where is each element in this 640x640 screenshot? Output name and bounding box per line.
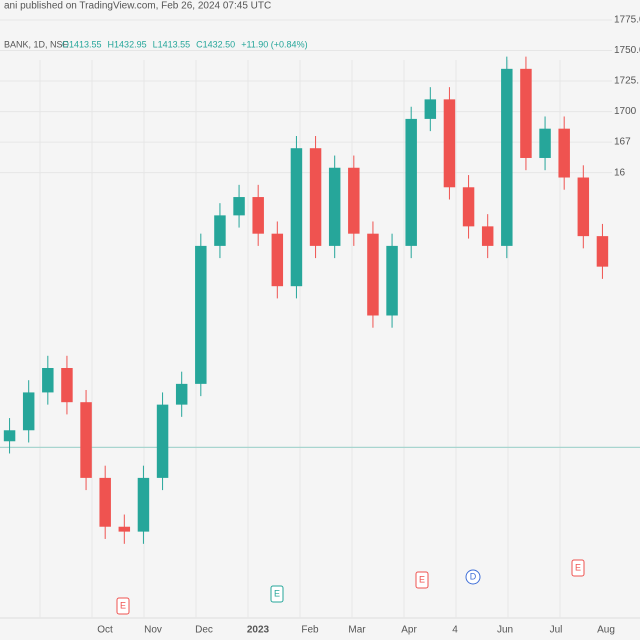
candle-body [22,392,35,431]
candle-body [156,404,169,478]
ohlc-value: +11.90 (+0.84%) [241,39,307,49]
candle-body [309,148,322,246]
candle-body [61,368,73,403]
candle-body [558,128,570,178]
candle-body [118,526,131,532]
candle-body [520,68,532,158]
candle-body [290,148,303,287]
candle-body [386,245,398,316]
candle-body [424,99,437,119]
y-tick-label: 1725. [614,76,639,87]
header: ani published on TradingView.com, Feb 26… [4,1,271,12]
candle-body [367,233,379,316]
candle-body [137,477,150,532]
candle-body [3,430,16,442]
candle-body [42,368,54,393]
candle-body [233,197,245,216]
candle-body [405,118,417,246]
symbol: BANK, 1D, NSE [4,39,69,49]
candle-body [195,245,207,384]
event-marker [465,569,481,585]
event-label: D [470,571,477,581]
ohlc-value: C1432.50 [196,39,235,49]
y-tick-label: 16 [614,167,626,178]
candle-body [99,477,111,527]
event-marker [270,585,284,603]
y-tick-label: 1750.0 [614,45,640,56]
candle-body [443,99,456,188]
ohlc-value: O1413.55 [62,39,102,49]
y-tick-label: 1700 [614,106,637,117]
candle-body [252,197,264,234]
candle-body [577,177,590,237]
x-axis-label: Nov [144,625,162,636]
event-label: E [120,600,126,610]
candle-body [271,233,284,287]
y-tick-label: 167 [614,137,631,148]
ohlc-value: L1413.55 [153,39,191,49]
x-axis-label: Apr [401,625,417,636]
candle-body [596,236,609,267]
candle-body [481,226,494,246]
ohlc-value: H1432.95 [108,39,147,49]
x-axis-label: Dec [195,625,213,636]
x-axis-label: Mar [348,625,366,636]
candle-body [80,402,92,478]
event-label: E [575,562,581,572]
y-tick-label: 1775.00 [614,15,640,26]
candle-body [462,187,475,227]
x-axis-label: Aug [597,625,615,636]
candle-body [348,167,360,234]
candle-body [328,167,341,246]
event-marker [415,571,429,589]
x-axis-label: Jul [550,625,563,636]
x-axis-label: 2023 [247,625,270,636]
event-marker [571,559,585,577]
event-marker [116,597,130,615]
candle-body [214,215,226,246]
x-axis-label: Oct [97,625,113,636]
candle-body [539,128,551,158]
event-label: E [419,574,425,584]
candle-body [501,68,513,246]
x-axis-label: 4 [452,625,458,636]
candle-body [175,383,188,405]
x-axis-label: Feb [301,625,319,636]
event-label: E [274,588,280,598]
x-axis-label: Jun [497,625,513,636]
